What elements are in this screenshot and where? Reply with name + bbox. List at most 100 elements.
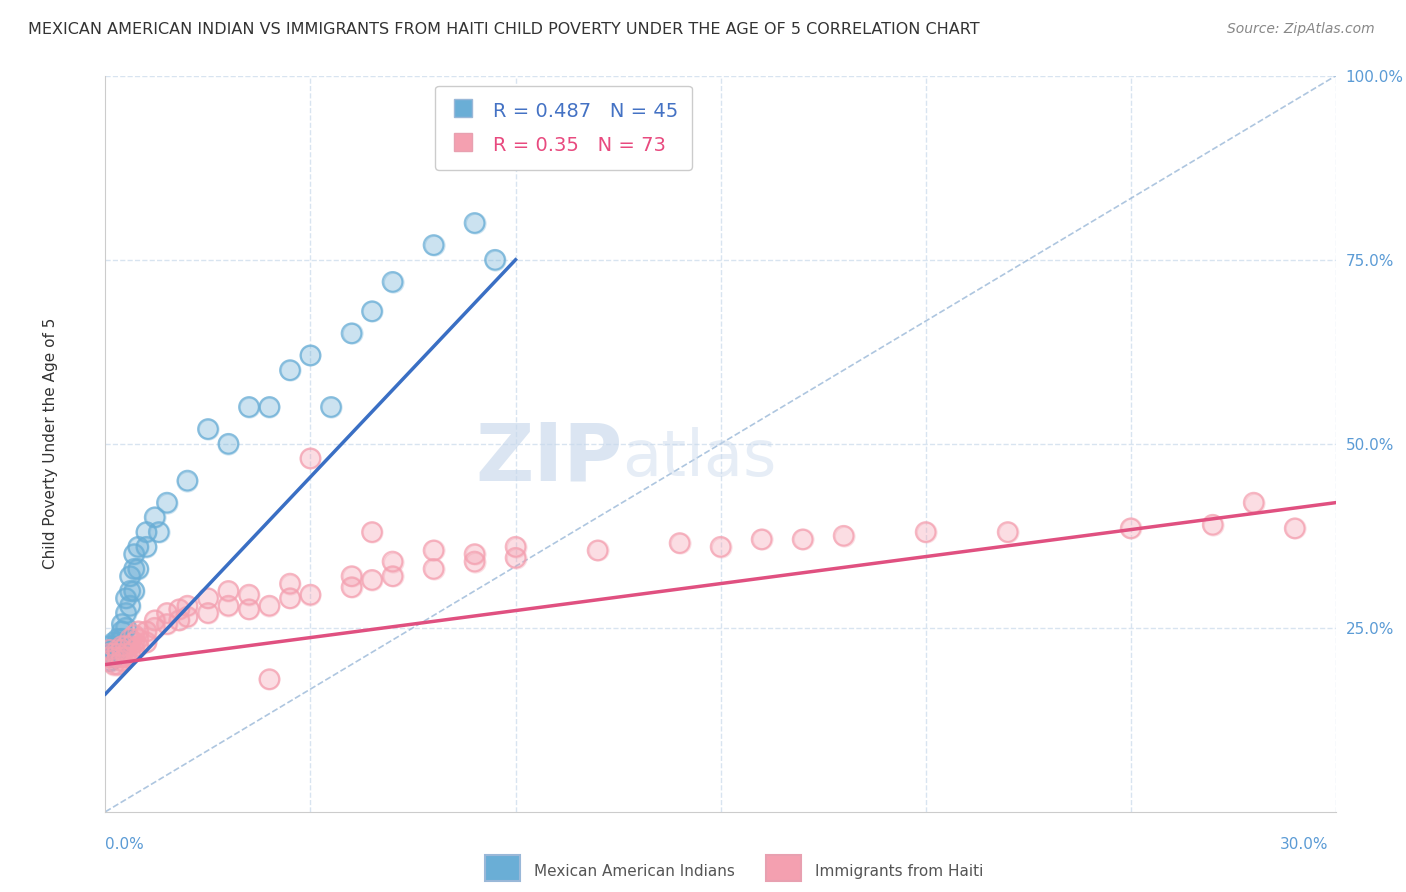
Point: [98, 650, 121, 665]
Point: [107, 650, 129, 665]
Point: [1119, 521, 1142, 535]
Point: [668, 536, 690, 550]
Point: [176, 599, 198, 613]
Point: [120, 569, 141, 583]
Point: [197, 591, 219, 606]
Point: [107, 642, 129, 657]
Point: [122, 635, 145, 649]
Text: atlas: atlas: [621, 427, 776, 490]
Point: [464, 547, 486, 561]
Point: [505, 550, 527, 565]
Point: [143, 614, 166, 628]
Point: [107, 632, 129, 646]
Point: [668, 536, 690, 550]
Point: [238, 588, 260, 602]
Point: [422, 543, 444, 558]
Point: [98, 642, 121, 657]
Point: [751, 533, 773, 547]
Text: 0.0%: 0.0%: [105, 838, 145, 852]
Point: [464, 554, 486, 569]
Point: [238, 602, 260, 616]
Point: [111, 624, 134, 639]
Point: [98, 647, 121, 661]
Point: [464, 216, 486, 230]
Point: [218, 599, 240, 613]
Point: [792, 533, 814, 547]
Point: [238, 588, 260, 602]
Point: [278, 591, 301, 606]
Point: [98, 639, 121, 653]
Point: [127, 632, 149, 646]
Point: [115, 639, 138, 653]
Point: [111, 624, 134, 639]
Point: [111, 642, 134, 657]
Bar: [485, 855, 520, 881]
Point: [122, 547, 145, 561]
Point: [107, 632, 129, 646]
Point: [176, 474, 198, 488]
Text: Mexican American Indians: Mexican American Indians: [534, 864, 735, 879]
Point: [340, 580, 363, 594]
Point: [111, 650, 134, 665]
Point: [1284, 521, 1306, 535]
Point: [111, 654, 134, 668]
Point: [464, 547, 486, 561]
Point: [381, 554, 404, 569]
Point: [107, 635, 129, 649]
Point: [107, 650, 129, 665]
Point: [98, 654, 121, 668]
Point: [148, 524, 170, 539]
Point: [98, 647, 121, 661]
Point: [115, 647, 138, 661]
Point: [103, 647, 125, 661]
Point: [148, 524, 170, 539]
Point: [218, 436, 240, 450]
Point: [122, 642, 145, 657]
Point: [107, 647, 129, 661]
Point: [107, 639, 129, 653]
Point: [422, 543, 444, 558]
Point: [103, 650, 125, 665]
Point: [997, 524, 1019, 539]
Point: [710, 540, 733, 554]
Point: [586, 543, 609, 558]
Point: [103, 650, 125, 665]
Point: [143, 621, 166, 635]
Point: [505, 550, 527, 565]
Point: [278, 363, 301, 377]
Point: [103, 642, 125, 657]
Point: [156, 606, 179, 620]
Point: [1119, 521, 1142, 535]
Point: [115, 647, 138, 661]
Point: [340, 580, 363, 594]
Point: [122, 635, 145, 649]
Point: [111, 617, 134, 632]
Point: [218, 584, 240, 599]
Point: [103, 650, 125, 665]
Point: [218, 584, 240, 599]
Point: [143, 614, 166, 628]
Point: [115, 650, 138, 665]
Point: [299, 451, 322, 466]
Point: [120, 584, 141, 599]
Point: [120, 632, 141, 646]
Point: [156, 606, 179, 620]
Point: [176, 609, 198, 624]
Point: [111, 639, 134, 653]
Point: [135, 624, 157, 639]
Point: [143, 510, 166, 524]
Point: [259, 599, 281, 613]
Point: [135, 635, 157, 649]
Point: [135, 524, 157, 539]
Point: [120, 584, 141, 599]
Point: [120, 639, 141, 653]
Point: [107, 635, 129, 649]
Point: [127, 639, 149, 653]
Point: [143, 510, 166, 524]
Point: [111, 632, 134, 646]
Point: [156, 496, 179, 510]
Point: [103, 635, 125, 649]
Text: Child Poverty Under the Age of 5: Child Poverty Under the Age of 5: [42, 318, 58, 569]
Point: [197, 606, 219, 620]
Point: [120, 647, 141, 661]
